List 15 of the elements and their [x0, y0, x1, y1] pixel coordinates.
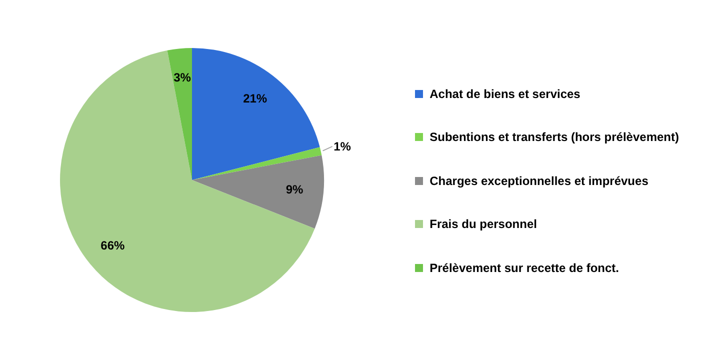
data-label: 66%: [100, 238, 125, 253]
pie-slice: [60, 50, 315, 312]
data-label: 9%: [286, 182, 304, 197]
legend-label: Charges exceptionnelles et imprévues: [430, 174, 648, 188]
legend-label: Subentions et transferts (hors prélèvement): [430, 130, 679, 144]
legend-label: Prélèvement sur recette de fonct.: [430, 260, 620, 275]
pie-slice: [192, 48, 320, 180]
data-label: 1%: [334, 139, 352, 154]
data-label: 3%: [174, 70, 192, 84]
pie-slice: [167, 48, 192, 180]
pie-slice: [192, 147, 322, 180]
legend-label: Achat de biens et services: [430, 86, 580, 101]
legend-label: Frais du personnel: [430, 217, 537, 232]
data-label: 21%: [243, 92, 268, 106]
pie-slice: [192, 155, 324, 229]
